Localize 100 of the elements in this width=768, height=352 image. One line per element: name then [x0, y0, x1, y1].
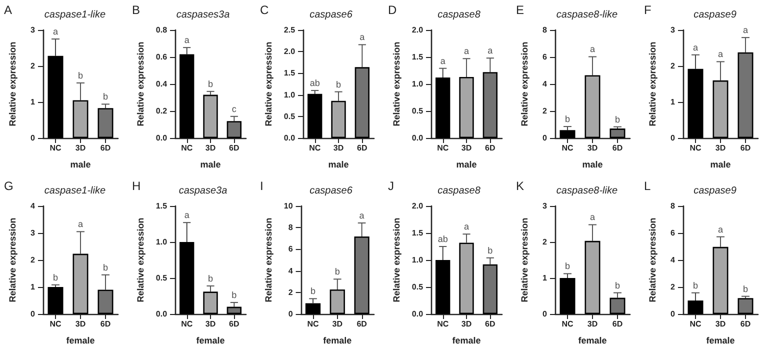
bar — [72, 100, 88, 138]
y-axis-title: Relative expression — [392, 218, 402, 302]
bar — [203, 292, 218, 314]
y-tick-label: 4 — [288, 266, 294, 276]
x-tick-label: NC — [50, 320, 62, 328]
bar — [712, 246, 728, 314]
bar — [48, 56, 64, 138]
x-tick-label: 6D — [612, 144, 623, 152]
annotation: b — [742, 284, 748, 294]
bar — [738, 298, 754, 314]
y-tick-label: 6 — [670, 228, 676, 238]
annotation: a — [359, 210, 364, 220]
annotation: a — [184, 35, 190, 46]
bar — [354, 236, 370, 314]
chart-title: caspase8 — [438, 186, 481, 196]
y-tick-label: 2 — [542, 238, 548, 246]
text: H — [132, 179, 141, 193]
x-axis-title: male — [70, 160, 91, 170]
chart-title: caspase8-like — [556, 186, 618, 196]
annotation: ab — [310, 78, 320, 88]
annotation: a — [360, 32, 365, 42]
chart-title: caspase6 — [310, 10, 353, 20]
y-tick-label: 0.0 — [412, 310, 424, 318]
y-axis-title: Relative expression — [8, 218, 18, 302]
bar — [48, 287, 64, 314]
text: A — [4, 3, 12, 17]
x-tick-label: 6D — [740, 320, 751, 328]
x-tick-label: NC — [50, 144, 62, 152]
x-tick-label: 3D — [715, 320, 726, 328]
annotation: b — [78, 70, 84, 80]
text: B — [132, 3, 140, 17]
y-tick-label: 1 — [30, 282, 36, 292]
y-tick-label: 4 — [30, 202, 36, 210]
y-axis-title: Relative expression — [648, 42, 658, 126]
y-tick-label: 6 — [288, 244, 294, 254]
bar — [560, 130, 576, 138]
x-tick-label: 3D — [75, 144, 86, 152]
x-tick-label: NC — [309, 144, 321, 152]
y-axis-title: Relative expression — [520, 42, 530, 126]
y-axis-title: Relative expression — [264, 218, 274, 302]
x-tick-label: 6D — [357, 144, 368, 152]
chart-title: caspase6 — [310, 186, 353, 196]
annotation: b — [488, 245, 493, 256]
annotation: b — [614, 280, 620, 290]
x-tick-label: 3D — [75, 320, 86, 328]
annotation: c — [232, 104, 237, 114]
y-tick-label: 8 — [288, 223, 294, 232]
bar — [180, 54, 194, 138]
chart-title: caspase3a — [178, 186, 228, 196]
bar — [584, 240, 600, 314]
text: C — [260, 3, 269, 17]
y-tick-label: 2.5 — [284, 26, 296, 34]
x-tick-label: 6D — [485, 144, 496, 152]
annotation: a — [742, 25, 748, 36]
x-tick-label: NC — [690, 144, 702, 152]
annotation: b — [310, 286, 316, 296]
annotation: a — [590, 44, 596, 54]
y-tick-label: 1 — [30, 98, 36, 106]
y-axis-title: Relative expression — [520, 218, 530, 302]
y-tick-label: 0.0 — [156, 310, 168, 318]
x-axis-title: male — [328, 160, 349, 170]
x-axis-title: male — [710, 160, 731, 170]
x-axis-title: male — [582, 160, 603, 170]
x-tick-label: 3D — [461, 320, 472, 328]
x-tick-label: 3D — [333, 144, 344, 152]
x-tick-label: NC — [562, 320, 574, 328]
y-tick-label: 0.0 — [156, 134, 168, 142]
y-tick-label: 1.0 — [156, 238, 168, 246]
chart-title: caspase1-like — [44, 10, 106, 20]
annotation: a — [718, 224, 724, 234]
bar — [738, 52, 754, 138]
bar — [226, 121, 242, 138]
y-tick-label: 0.2 — [156, 106, 168, 116]
chart-title: caspases3a — [176, 10, 230, 20]
bar — [308, 94, 322, 138]
y-tick-label: 2 — [288, 288, 294, 297]
bar — [354, 67, 370, 138]
y-axis-title: Relative expression — [136, 42, 146, 126]
x-axis-title: female — [196, 336, 225, 346]
y-tick-label: 1.5 — [412, 228, 424, 238]
y-tick-label: 0 — [542, 134, 548, 142]
x-axis-title: male — [456, 160, 477, 170]
annotation: ab — [438, 234, 448, 244]
chart-title: caspase9 — [694, 10, 737, 20]
bar — [98, 108, 114, 138]
y-tick-label: 0 — [542, 310, 548, 318]
annotation: b — [102, 92, 108, 102]
annotation: b — [692, 280, 698, 290]
x-tick-label: NC — [307, 320, 319, 328]
text: K — [516, 179, 524, 193]
y-tick-label: 1.0 — [412, 80, 424, 88]
y-tick-label: 1.5 — [156, 202, 168, 210]
annotation: b — [208, 273, 214, 284]
y-tick-label: 2.0 — [284, 47, 296, 56]
y-tick-label: 1.0 — [284, 90, 296, 100]
text: L — [644, 179, 651, 193]
y-tick-label: 1.5 — [412, 52, 424, 62]
bar — [330, 289, 345, 314]
y-tick-label: 4 — [670, 256, 676, 264]
bar — [305, 303, 321, 314]
